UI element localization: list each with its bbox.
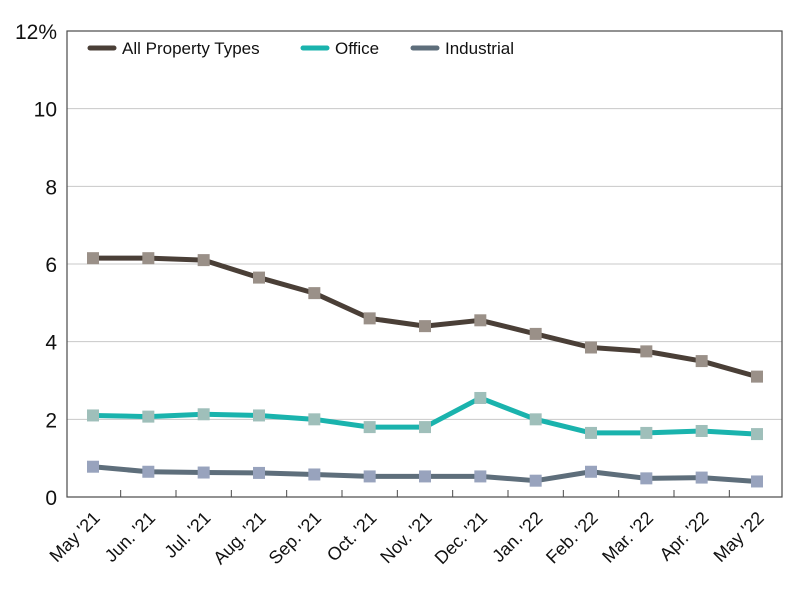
- data-point: [419, 421, 431, 434]
- x-tick-label: Nov. '21: [376, 508, 435, 567]
- data-point: [253, 409, 265, 422]
- x-tick-label: Dec. '21: [431, 508, 491, 568]
- x-tick-label: Feb. '22: [542, 508, 602, 568]
- x-tick-label: Sep. '21: [265, 508, 325, 568]
- y-tick-label: 2: [45, 409, 57, 432]
- data-point: [142, 410, 155, 423]
- legend-label: Industrial: [445, 39, 514, 58]
- data-point: [751, 370, 763, 383]
- y-tick-label: 0: [45, 487, 57, 510]
- data-point: [529, 474, 542, 487]
- y-tick-label: 12%: [15, 21, 57, 44]
- data-point: [253, 466, 265, 479]
- data-point: [363, 470, 376, 483]
- data-point: [751, 475, 763, 488]
- data-point: [585, 341, 597, 354]
- data-point: [419, 320, 431, 333]
- data-point: [695, 355, 708, 368]
- data-point: [197, 466, 210, 479]
- data-point: [695, 471, 708, 484]
- x-tick-label: Jun. '21: [101, 508, 159, 566]
- x-tick-label: Aug. '21: [209, 508, 269, 568]
- x-tick-label: Jul. '21: [160, 508, 214, 562]
- data-point: [363, 421, 376, 434]
- data-point: [197, 254, 210, 267]
- data-point: [142, 465, 155, 478]
- data-point: [363, 312, 376, 325]
- series: [87, 252, 763, 488]
- legend: All Property Types Office Industrial: [87, 39, 514, 58]
- y-axis: 0 2 4 6 8 10 12%: [15, 21, 57, 510]
- data-point: [308, 287, 321, 300]
- series-line-0: [90, 255, 760, 380]
- plot-frame: [66, 30, 783, 498]
- data-point: [474, 391, 487, 404]
- legend-label: All Property Types: [122, 39, 260, 58]
- data-point: [640, 426, 653, 439]
- data-point: [751, 428, 763, 441]
- data-point: [253, 271, 265, 284]
- data-point: [640, 472, 653, 485]
- x-tick-label: May '21: [46, 508, 104, 566]
- y-tick-label: 8: [45, 176, 57, 199]
- data-point: [197, 408, 210, 421]
- data-point: [87, 460, 99, 473]
- x-tick-label: Mar. '22: [598, 508, 657, 567]
- x-tick-label: Apr. '22: [656, 508, 713, 565]
- data-point: [87, 409, 99, 422]
- y-tick-label: 4: [45, 332, 57, 355]
- data-point: [585, 465, 597, 478]
- legend-label: Office: [335, 39, 379, 58]
- data-point: [142, 252, 155, 265]
- x-tick-label: May '22: [710, 508, 768, 566]
- data-point: [529, 413, 542, 426]
- y-tick-label: 10: [34, 99, 57, 122]
- x-tick-label: Jan. '22: [488, 508, 546, 566]
- x-tick-label: Oct. '21: [323, 508, 381, 566]
- data-point: [585, 426, 597, 439]
- data-point: [87, 252, 99, 265]
- data-point: [640, 345, 653, 358]
- y-tick-label: 6: [45, 254, 57, 277]
- data-point: [419, 470, 431, 483]
- data-point: [529, 327, 542, 340]
- data-point: [308, 468, 321, 481]
- data-point: [474, 314, 487, 327]
- data-point: [695, 424, 708, 437]
- data-point: [474, 470, 487, 483]
- gridlines: [67, 108, 782, 420]
- data-point: [308, 413, 321, 426]
